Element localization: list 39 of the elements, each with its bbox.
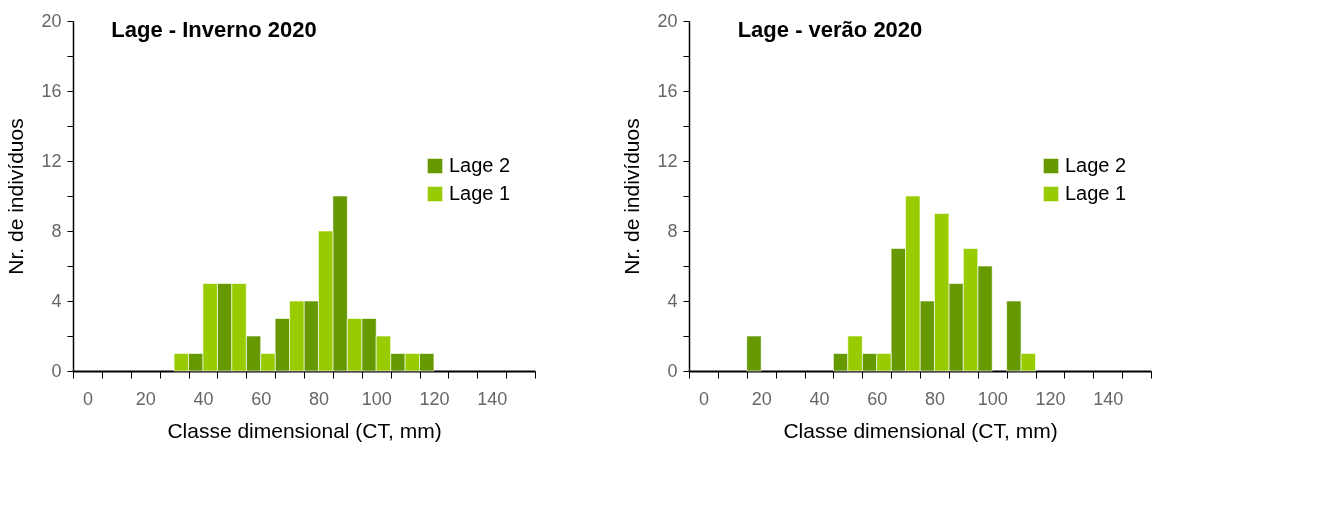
x-tick-label: 140 [477, 388, 508, 409]
y-tick-label: 8 [667, 220, 678, 241]
legend-label: Lage 1 [1065, 182, 1127, 204]
legend-label: Lage 2 [449, 154, 511, 176]
y-tick-label: 4 [51, 290, 62, 311]
y-tick-label: 20 [41, 10, 62, 31]
x-tick-label: 60 [867, 388, 888, 409]
legend-label: Lage 1 [449, 182, 511, 204]
x-tick-label: 60 [251, 388, 272, 409]
x-tick-label: 120 [419, 388, 450, 409]
y-tick-label: 12 [657, 150, 678, 171]
x-tick-label: 0 [698, 388, 709, 409]
x-tick-label: 40 [193, 388, 214, 409]
y-axis-title: Nr. de indivíduos [4, 118, 28, 275]
x-axis-title: Classe dimensional (CT, mm) [167, 418, 442, 442]
y-tick-label: 20 [657, 10, 678, 31]
x-tick-label: 20 [135, 388, 156, 409]
y-tick-label: 0 [51, 360, 62, 381]
x-tick-label: 140 [1093, 388, 1124, 409]
x-tick-label: 40 [809, 388, 830, 409]
y-tick-label: 4 [667, 290, 678, 311]
bar [746, 335, 762, 372]
x-tick-label: 80 [924, 388, 945, 409]
x-tick-label: 100 [977, 388, 1008, 409]
x-tick-label: 20 [751, 388, 772, 409]
y-tick-label: 12 [41, 150, 62, 171]
chart-title: Lage - Inverno 2020 [111, 17, 317, 42]
x-tick-label: 80 [308, 388, 329, 409]
y-tick-label: 0 [667, 360, 678, 381]
y-tick-label: 8 [51, 220, 62, 241]
y-tick-label: 16 [657, 80, 678, 101]
x-tick-label: 120 [1035, 388, 1066, 409]
legend-label: Lage 2 [1065, 154, 1127, 176]
x-axis-title: Classe dimensional (CT, mm) [783, 418, 1058, 442]
x-tick-label: 0 [82, 388, 93, 409]
y-tick-label: 16 [41, 80, 62, 101]
chart-title: Lage - verão 2020 [737, 17, 923, 42]
y-axis-title: Nr. de indivíduos [620, 118, 644, 275]
x-tick-label: 100 [361, 388, 392, 409]
